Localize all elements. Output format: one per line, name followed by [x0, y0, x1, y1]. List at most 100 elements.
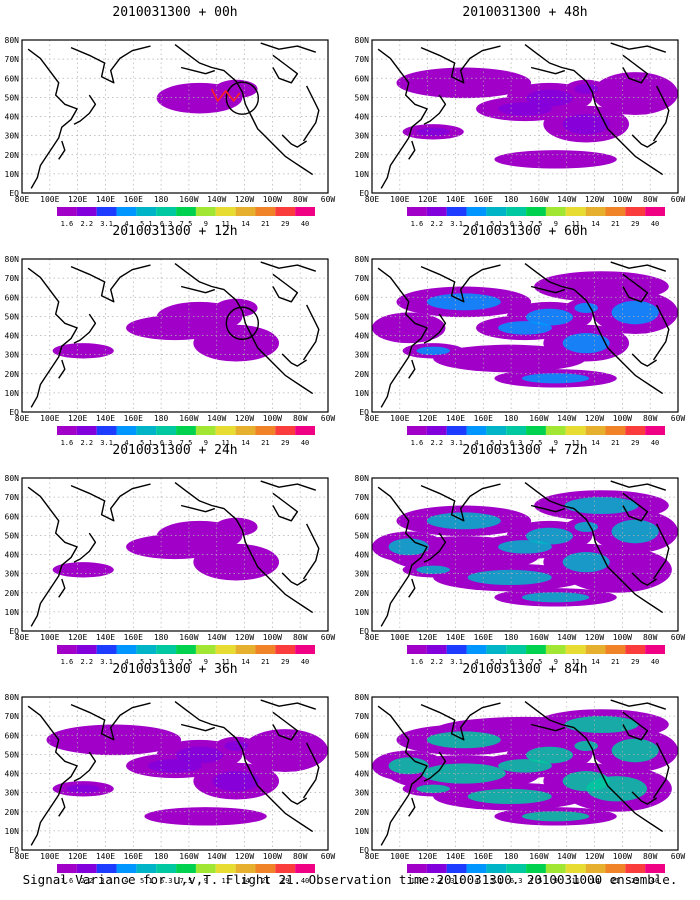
coastline	[423, 94, 447, 125]
lat-label: 30N	[355, 351, 370, 360]
lon-label: 180	[154, 852, 169, 861]
lon-label: 180	[154, 195, 169, 204]
colorbar-swatch	[255, 207, 276, 216]
coastline	[174, 482, 314, 614]
lat-label: 20N	[355, 151, 370, 160]
variance-area	[214, 517, 258, 537]
lon-label: 100W	[613, 852, 632, 861]
colorbar-label: 3.1	[450, 877, 463, 885]
colorbar-swatch	[565, 864, 586, 873]
coastline	[180, 723, 216, 732]
colorbar-swatch	[76, 426, 97, 435]
colorbar-label: 14	[591, 439, 599, 447]
colorbar-swatch	[235, 645, 256, 654]
lat-label: 20N	[5, 808, 20, 817]
colorbar-swatch	[545, 645, 566, 654]
lat-label: 50N	[5, 312, 20, 321]
variance-core	[564, 716, 639, 733]
lon-label: 160E	[474, 633, 493, 642]
variance-area	[433, 344, 587, 373]
lon-label: 160W	[529, 633, 548, 642]
coastline	[530, 504, 566, 513]
colorbar-swatch	[446, 864, 467, 873]
colorbar-label: 3.1	[100, 877, 113, 885]
colorbar-swatch	[545, 426, 566, 435]
colorbar-label: 40	[651, 658, 659, 666]
lat-label: EQ	[359, 846, 369, 855]
colorbar-label: 29	[281, 877, 289, 885]
colorbar-swatch	[426, 645, 447, 654]
colorbar-swatch	[407, 207, 427, 216]
colorbar-swatch	[195, 207, 216, 216]
coastline	[70, 702, 151, 741]
colorbar-label: 29	[631, 220, 639, 228]
colorbar-label: 29	[281, 439, 289, 447]
colorbar-swatch	[625, 426, 646, 435]
colorbar-label: 5.1	[140, 220, 153, 228]
colorbar-swatch	[156, 426, 177, 435]
coastline	[631, 353, 657, 367]
coastline	[652, 523, 670, 580]
lat-label: 60N	[5, 293, 20, 302]
colorbar-swatch	[446, 426, 467, 435]
lon-label: 160W	[179, 195, 198, 204]
coastline	[70, 483, 151, 522]
colorbar-label: 3.1	[100, 439, 113, 447]
colorbar-swatch	[156, 864, 177, 873]
coastline	[174, 701, 314, 833]
colorbar-label: 4	[124, 439, 128, 447]
variance-area	[592, 72, 678, 115]
lat-label: 60N	[355, 512, 370, 521]
coastline	[652, 85, 670, 142]
colorbar-swatch	[506, 207, 527, 216]
lon-label: 140E	[446, 195, 465, 204]
lon-label: 160E	[124, 633, 143, 642]
lon-label: 120E	[68, 852, 87, 861]
lon-label: 100E	[40, 414, 59, 423]
lon-label: 140E	[446, 633, 465, 642]
lat-label: 70N	[5, 274, 20, 283]
colorbar-swatch	[645, 645, 665, 654]
coastline	[260, 261, 317, 272]
colorbar-label: 1.6	[411, 220, 424, 228]
colorbar-swatch	[57, 207, 77, 216]
coastline	[73, 313, 97, 344]
colorbar-swatch	[275, 426, 296, 435]
coastline	[58, 797, 66, 817]
lon-label: 140E	[96, 852, 115, 861]
coastline	[58, 578, 66, 598]
colorbar-swatch	[96, 426, 117, 435]
lon-label: 120E	[68, 195, 87, 204]
target-circle	[225, 81, 260, 115]
lon-label: 140W	[207, 195, 226, 204]
lon-label: 160W	[529, 852, 548, 861]
colorbar-swatch	[295, 207, 315, 216]
lon-label: 120W	[235, 633, 254, 642]
colorbar-swatch	[407, 426, 427, 435]
colorbar-label: 21	[611, 439, 619, 447]
colorbar-label: 7.5	[180, 220, 193, 228]
colorbar-label: 21	[611, 220, 619, 228]
lon-label: 100E	[390, 852, 409, 861]
coastline	[302, 85, 320, 142]
coastline	[302, 742, 320, 799]
colorbar-swatch	[506, 645, 527, 654]
colorbar-label: 2.2	[430, 439, 443, 447]
lat-label: 40N	[5, 332, 20, 341]
panel-title: 2010031300 + 84h	[462, 662, 587, 677]
colorbar-label: 40	[651, 220, 659, 228]
lon-label: 160E	[124, 852, 143, 861]
colorbar-swatch	[275, 645, 296, 654]
lat-label: 70N	[355, 55, 370, 64]
lat-label: 80N	[355, 255, 370, 264]
colorbar-label: 7.5	[530, 439, 543, 447]
lon-label: 140W	[207, 414, 226, 423]
colorbar-label: 6.3	[160, 220, 173, 228]
panel-title: 2010031300 + 36h	[112, 662, 237, 677]
colorbar-label: 2.2	[80, 220, 93, 228]
lat-label: EQ	[359, 189, 369, 198]
coastline	[58, 359, 66, 379]
colorbar-swatch	[255, 645, 276, 654]
coastline	[302, 523, 320, 580]
coastline	[281, 134, 307, 148]
